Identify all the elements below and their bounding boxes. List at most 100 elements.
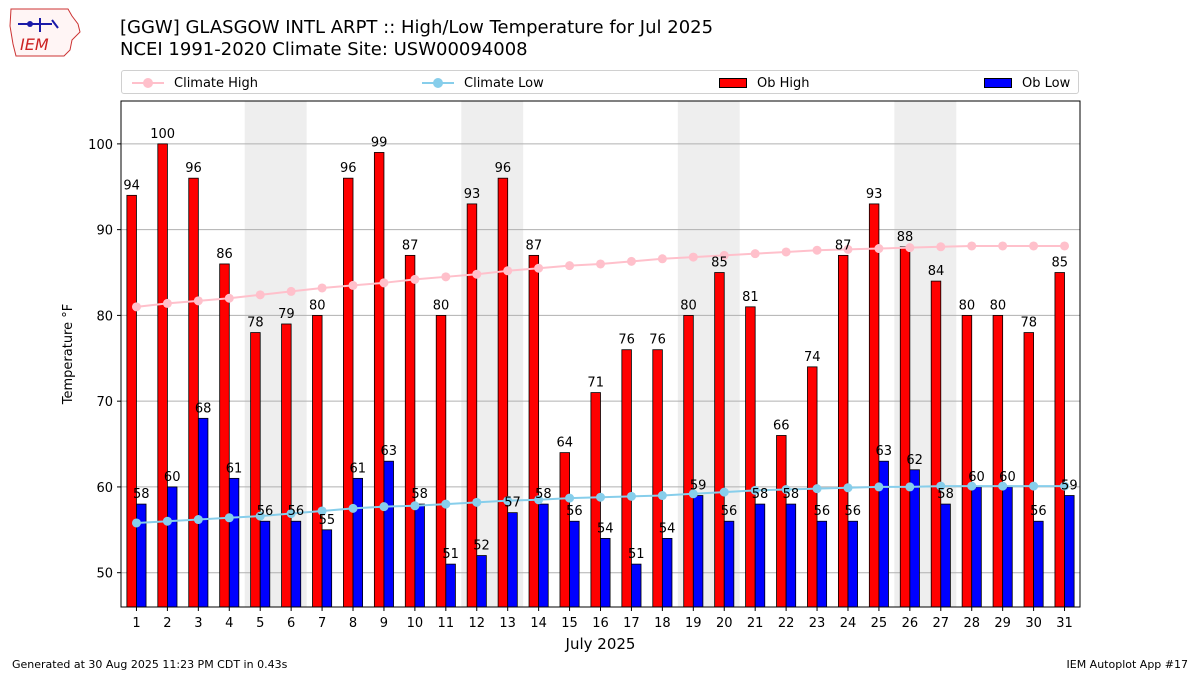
ob-low-bar-21 (754, 503, 766, 608)
x-tick-label-17: 17 (623, 616, 640, 631)
x-tick-label-9: 9 (380, 616, 388, 631)
climate-high-point-23 (812, 245, 822, 255)
x-tick-label-12: 12 (468, 616, 485, 631)
y-tick-label-90: 90 (96, 224, 113, 239)
ob-low-label-5: 56 (257, 504, 274, 519)
x-tick-label-23: 23 (809, 616, 826, 631)
climate-low-point-5 (255, 511, 265, 521)
ob-high-bar-31 (1054, 272, 1065, 608)
ob-low-bar-15 (569, 520, 580, 608)
x-tick-label-2: 2 (163, 616, 171, 631)
x-tick-label-4: 4 (225, 616, 233, 631)
climate-high-point-3 (193, 296, 203, 306)
ob-low-label-10: 58 (411, 487, 428, 502)
ob-low-label-15: 56 (566, 504, 583, 519)
chart-subtitle: NCEI 1991-2020 Climate Site: USW00094008 (120, 39, 528, 60)
ob-low-bar-2 (167, 486, 178, 608)
logo-text: IEM (20, 35, 49, 54)
y-tick-label-80: 80 (96, 309, 113, 324)
ob-high-bar-25 (868, 203, 880, 608)
ob-high-label-29: 80 (990, 298, 1007, 313)
x-tick-label-28: 28 (963, 616, 980, 631)
ob-high-bar-8 (343, 177, 354, 608)
climate-low-point-17 (626, 491, 636, 501)
x-tick-label-19: 19 (685, 616, 702, 631)
x-tick-label-13: 13 (499, 616, 516, 631)
climate-high-point-30 (1029, 241, 1039, 251)
ob-low-label-19: 59 (690, 479, 707, 494)
ob-low-bar-20 (723, 520, 735, 608)
climate-high-point-5 (255, 290, 265, 300)
climate-high-point-10 (410, 274, 420, 284)
ob-low-label-25: 63 (875, 444, 892, 459)
x-tick-label-31: 31 (1056, 616, 1073, 631)
climate-high-point-4 (224, 293, 234, 303)
climate-low-point-31 (1060, 481, 1070, 491)
climate-low-point-22 (781, 485, 791, 495)
climate-low-point-12 (472, 497, 482, 507)
climate-low-point-2 (162, 516, 172, 526)
ob-high-bar-3 (188, 177, 199, 608)
ob-high-bar-17 (621, 349, 632, 608)
ob-high-bar-13 (497, 177, 509, 608)
climate-low-point-25 (874, 482, 884, 492)
ob-low-bar-19 (692, 495, 704, 608)
ob-high-bar-19 (683, 315, 694, 608)
climate-high-point-16 (596, 259, 605, 269)
climate-low-point-9 (379, 502, 389, 512)
ob-high-label-10: 87 (402, 238, 419, 253)
climate-low-point-21 (750, 485, 760, 495)
x-tick-label-26: 26 (902, 616, 919, 631)
climate-high-point-11 (441, 272, 451, 282)
ob-low-bar-29 (1002, 486, 1013, 608)
x-tick-label-6: 6 (287, 616, 295, 631)
ob-low-label-28: 60 (968, 470, 985, 485)
climate-low-point-10 (410, 501, 420, 511)
ob-high-label-6: 79 (278, 307, 295, 322)
x-tick-label-29: 29 (994, 616, 1011, 631)
climate-high-point-28 (967, 241, 977, 251)
x-tick-label-30: 30 (1025, 616, 1042, 631)
ob-low-label-1: 58 (133, 487, 150, 502)
climate-high-point-14 (534, 263, 544, 273)
ob-low-label-29: 60 (999, 470, 1016, 485)
ob-high-label-23: 74 (804, 350, 821, 365)
y-tick-label-50: 50 (96, 567, 113, 582)
climate-low-point-18 (657, 491, 667, 501)
x-axis-label: July 2025 (565, 635, 636, 653)
x-tick-label-21: 21 (747, 616, 764, 631)
ob-low-label-27: 58 (937, 487, 954, 502)
climate-high-point-12 (472, 269, 482, 279)
ob-low-label-30: 56 (1030, 504, 1047, 519)
climate-low-point-23 (812, 484, 822, 494)
x-tick-label-1: 1 (132, 616, 140, 631)
ob-high-bar-2 (157, 143, 168, 608)
ob-high-bar-26 (899, 246, 911, 608)
ob-high-label-22: 66 (773, 418, 790, 433)
climate-high-point-31 (1060, 241, 1070, 251)
x-tick-label-18: 18 (654, 616, 671, 631)
x-tick-label-5: 5 (256, 616, 264, 631)
ob-low-label-31: 59 (1061, 479, 1078, 494)
ob-high-bar-22 (776, 435, 787, 608)
climate-high-point-20 (719, 250, 729, 260)
climate-high-point-19 (688, 252, 698, 262)
ob-low-swatch-icon (984, 78, 1012, 88)
ob-high-label-15: 64 (556, 436, 573, 451)
climate-low-point-15 (565, 493, 575, 503)
ob-low-label-20: 56 (721, 504, 738, 519)
ob-high-label-21: 81 (742, 290, 759, 305)
ob-high-label-4: 86 (216, 247, 233, 262)
ob-high-label-19: 80 (680, 298, 697, 313)
climate-low-point-19 (688, 489, 698, 499)
ob-high-bar-7 (312, 315, 323, 608)
legend-climate-high-label: Climate High (174, 75, 259, 91)
x-tick-label-22: 22 (778, 616, 795, 631)
climate-low-point-16 (596, 492, 605, 502)
plot-frame (120, 100, 1081, 608)
y-axis-label: Temperature °F (61, 304, 76, 405)
climate-high-line-icon (132, 78, 164, 88)
ob-high-bar-14 (528, 254, 540, 608)
climate-high-point-17 (626, 256, 636, 266)
iowa-outline-icon (9, 8, 81, 57)
